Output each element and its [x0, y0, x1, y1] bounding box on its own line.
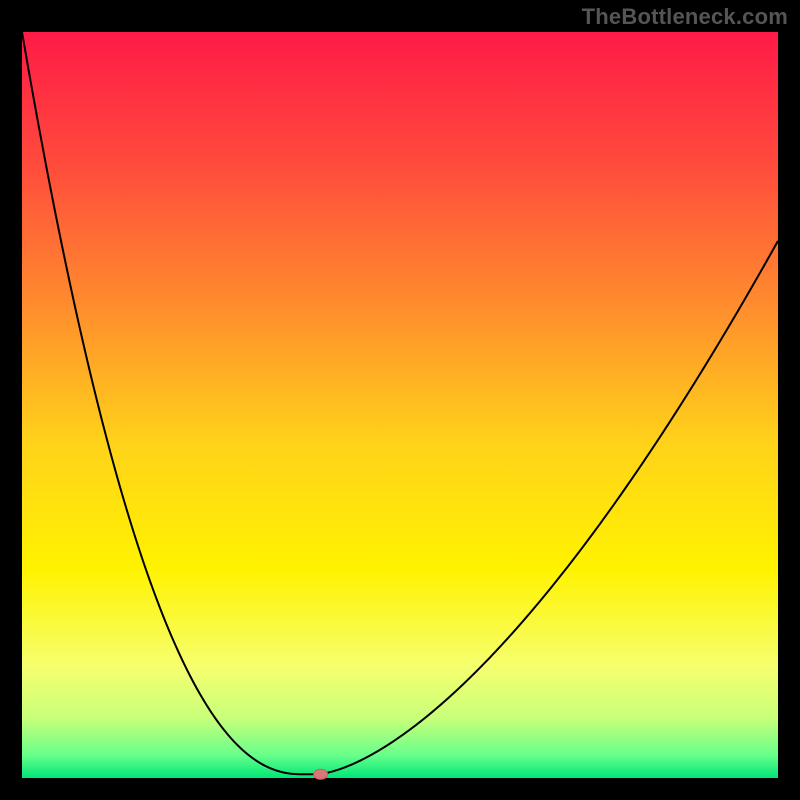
chart-container: TheBottleneck.com	[0, 0, 800, 800]
bottleneck-chart	[0, 0, 800, 800]
plot-area	[22, 32, 778, 778]
watermark-text: TheBottleneck.com	[582, 4, 788, 30]
optimal-point-marker	[314, 769, 328, 779]
